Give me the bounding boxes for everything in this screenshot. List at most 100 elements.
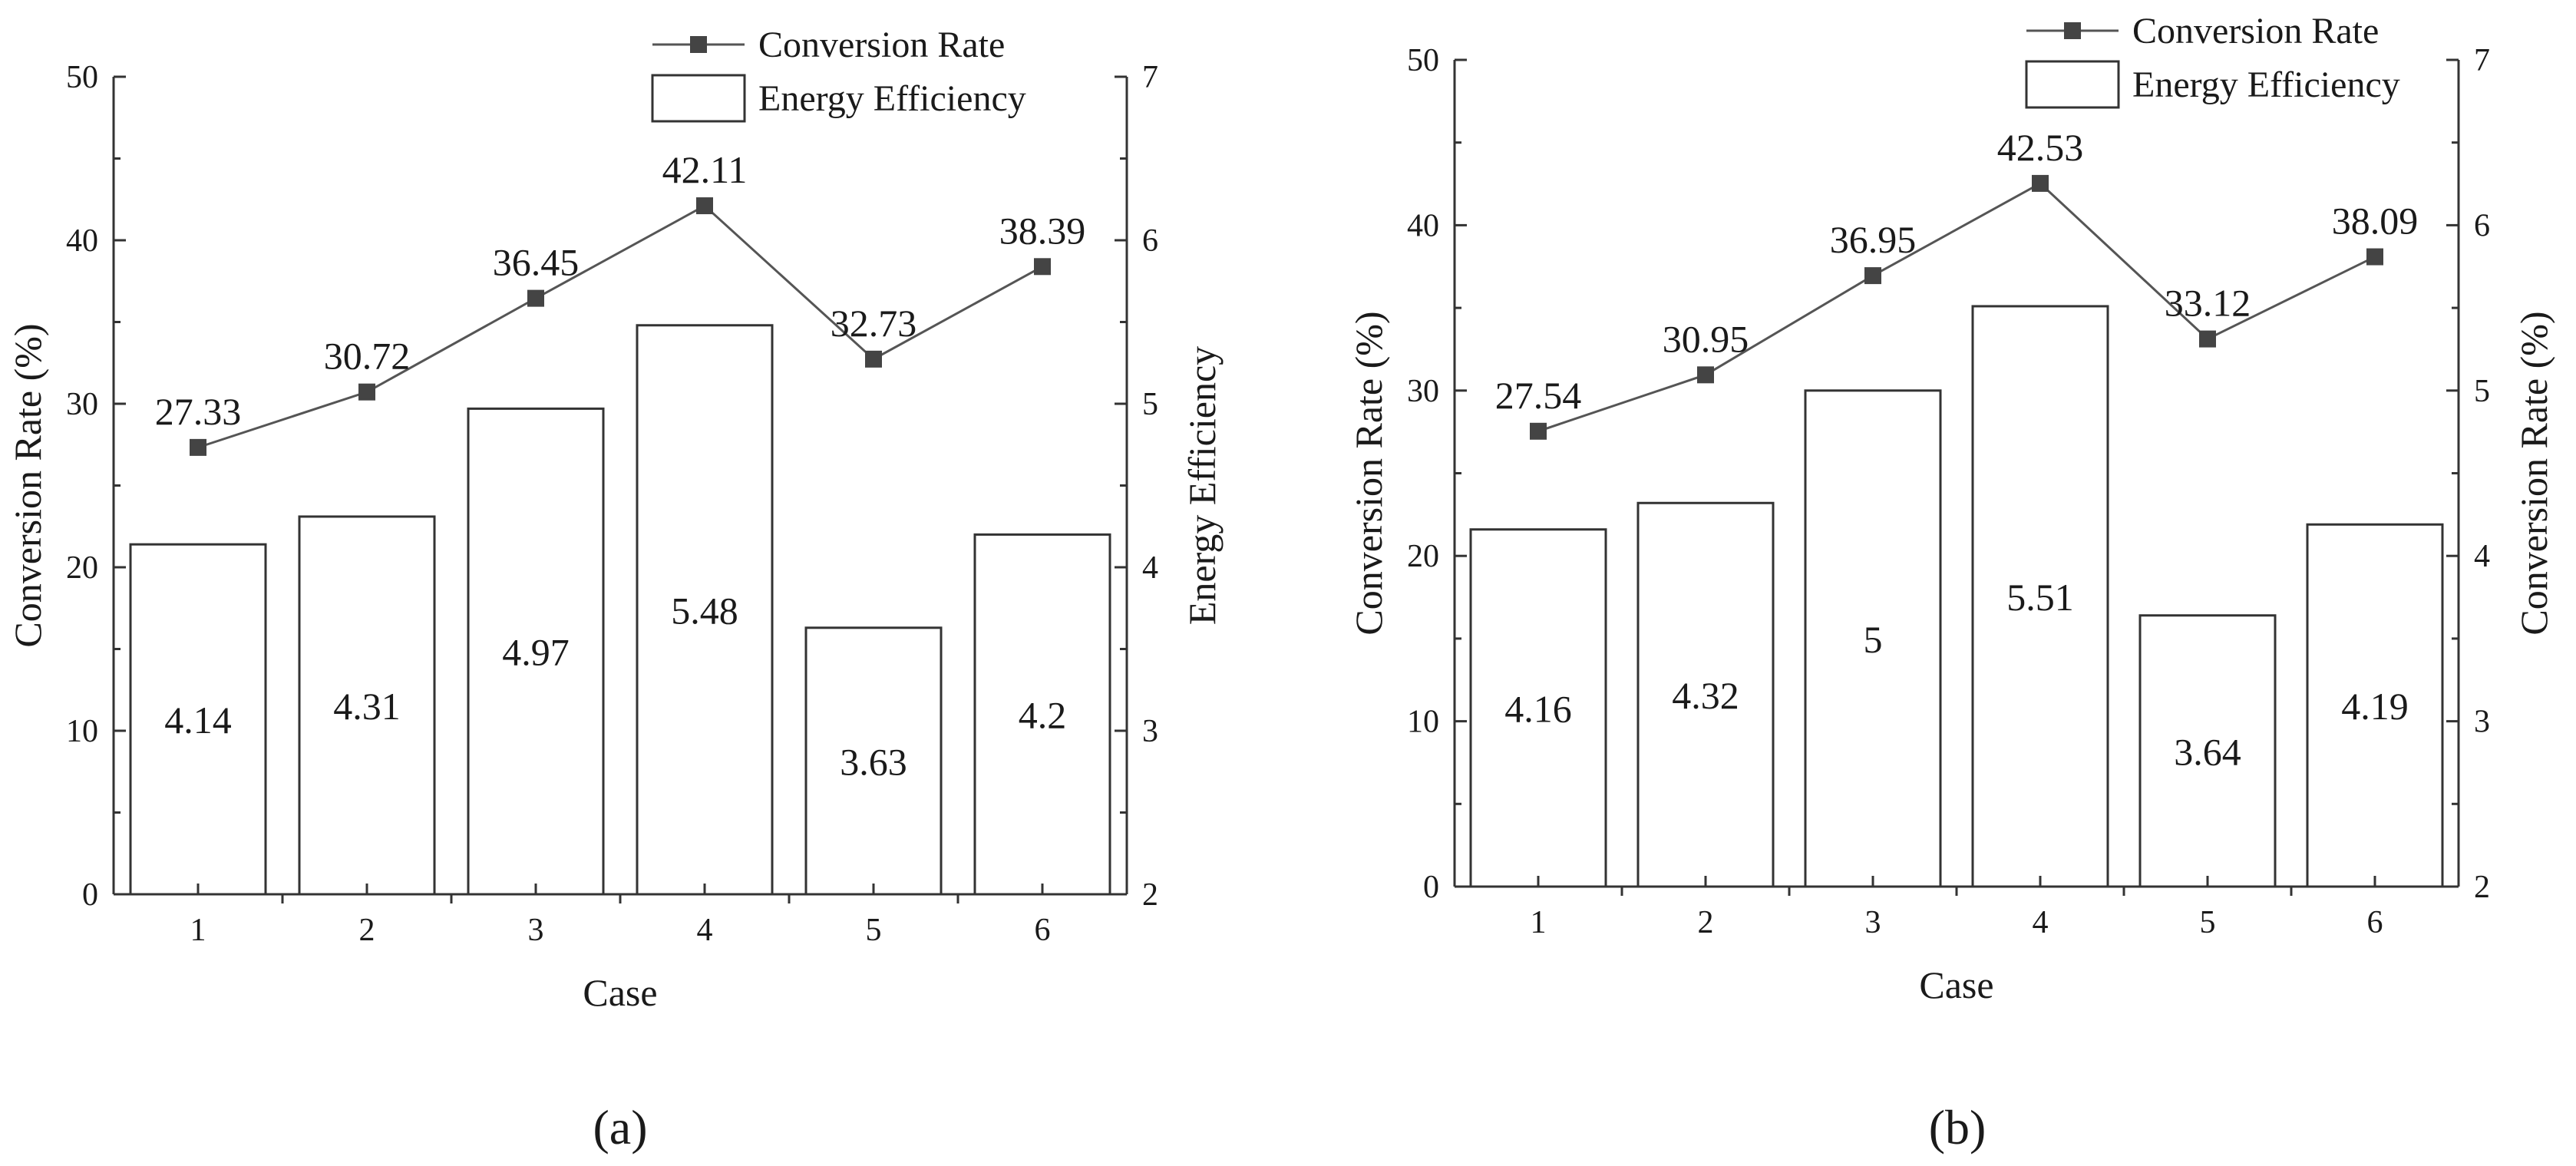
panel-b-line-marker-5 — [2199, 330, 2216, 348]
panel-b-line-label-4: 42.53 — [1997, 126, 2084, 169]
panel-b-left-tick-label-2: 20 — [1407, 539, 1439, 574]
panel-a-line-label-6: 38.39 — [999, 209, 1086, 252]
panel-a-legend-marker-swatch — [690, 36, 707, 53]
panel-a-line-label-1: 27.33 — [155, 390, 242, 433]
panel-b-bar-label-1: 4.16 — [1504, 687, 1572, 730]
panel-a-left-tick-label-2: 20 — [66, 550, 98, 586]
panel-a-bar-3 — [467, 407, 605, 896]
panel-a-line-marker-4 — [696, 197, 713, 215]
panel-a-legend-label-energy: Energy Efficiency — [758, 78, 1026, 119]
panel-a-left-tick-label-0: 0 — [82, 877, 98, 913]
panel-b-line-marker-6 — [2366, 248, 2383, 266]
panel-b-x-tick-label-1: 1 — [1531, 905, 1547, 940]
panel-a-bar-4 — [636, 324, 774, 896]
panel-b-line-label-2: 30.95 — [1663, 317, 1749, 360]
panel-a-chart: 4.14 4.31 4.97 5.48 3.63 4.2 0 10 20 30 40 50 2 3 4 5 6 7… — [6, 25, 1224, 1154]
panel-a-bar-2 — [298, 515, 436, 896]
panel-a-right-tick-label-4: 6 — [1142, 223, 1158, 259]
panel-a-right-tick-label-2: 4 — [1142, 550, 1158, 586]
panel-b-bar-label-4: 5.51 — [2006, 576, 2074, 619]
panel-a-right-tick-label-1: 3 — [1142, 714, 1158, 749]
panel-b-left-tick-label-1: 10 — [1407, 705, 1439, 740]
panel-b-left-tick-label-3: 30 — [1407, 374, 1439, 409]
panel-b-bar-label-2: 4.32 — [1672, 674, 1739, 717]
panel-b-line-marker-4 — [2032, 174, 2049, 192]
panel-b-line-label-5: 33.12 — [2165, 282, 2251, 325]
panel-a-bar-6 — [973, 533, 1111, 896]
panel-a-x-tick-label-6: 6 — [1035, 913, 1051, 948]
panel-b-legend-label-energy: Energy Efficiency — [2132, 64, 2400, 105]
panel-b-x-axis-title: Case — [1919, 963, 1993, 1006]
panel-b-bar-label-5: 3.64 — [2174, 730, 2241, 773]
panel-b-bar-2 — [1636, 501, 1775, 888]
panel-b-bar-5 — [2138, 614, 2277, 888]
panel-a-left-tick-label-4: 40 — [66, 223, 98, 259]
panel-a-bar-5 — [804, 626, 943, 896]
panel-b-right-tick-label-4: 6 — [2474, 208, 2490, 243]
panel-a-left-tick-label-5: 50 — [66, 60, 98, 95]
panel-a-x-tick-label-4: 4 — [697, 913, 713, 948]
panel-b-left-tick-label-5: 50 — [1407, 43, 1439, 78]
panel-a-right-tick-label-0: 2 — [1142, 877, 1158, 913]
panel-b-bar-4 — [1971, 305, 2109, 888]
panel-a-line-label-5: 32.73 — [831, 302, 917, 345]
panel-a-bar-label-6: 4.2 — [1019, 694, 1067, 737]
panel-a-bar-1 — [129, 543, 267, 896]
panel-b-x-tick-label-2: 2 — [1698, 905, 1714, 940]
panel-a-line-label-3: 36.45 — [493, 241, 580, 284]
panel-b-conversion-line — [1537, 182, 2376, 433]
panel-a-right-tick-label-5: 7 — [1142, 60, 1158, 95]
panel-b-legend-bar-swatch — [2025, 60, 2120, 109]
panel-a-legend: Conversion Rate Energy Efficiency — [651, 25, 1026, 123]
panel-a-bar-label-2: 4.31 — [333, 685, 401, 728]
panel-b-y-axis-title: Conversion Rate (%) — [1347, 311, 1390, 635]
panel-a-bar-label-5: 3.63 — [840, 740, 907, 783]
panel-b-right-tick-label-2: 4 — [2474, 539, 2490, 574]
panel-a-line-label-2: 30.72 — [324, 335, 411, 378]
panel-b-legend: Conversion Rate Energy Efficiency — [2025, 11, 2400, 109]
panel-a-x-axis-title: Case — [583, 971, 657, 1014]
panel-b-x-tick-label-5: 5 — [2200, 905, 2216, 940]
panel-b-right-tick-label-3: 5 — [2474, 374, 2490, 409]
panel-a-line-marker-3 — [527, 289, 544, 307]
panel-a-legend-label-conversion: Conversion Rate — [758, 25, 1005, 65]
panel-a-conversion-line — [197, 204, 1043, 449]
panel-b-bar-label-3: 5 — [1864, 618, 1883, 661]
panel-b-bar-6 — [2306, 523, 2444, 888]
panel-b-right-tick-label-1: 3 — [2474, 705, 2490, 740]
panel-b-x-tick-label-3: 3 — [1865, 905, 1881, 940]
panel-b-line-label-6: 38.09 — [2332, 200, 2419, 243]
panel-b-y2-axis-title: Conversion Rate (%) — [2512, 311, 2555, 635]
panel-b-line-label-1: 27.54 — [1495, 374, 1582, 417]
panel-b-right-tick-label-5: 7 — [2474, 43, 2490, 78]
panel-a-right-tick-label-3: 5 — [1142, 387, 1158, 422]
panel-b-line-marker-3 — [1864, 267, 1881, 285]
panel-a-x-tick-label-5: 5 — [866, 913, 882, 948]
panel-b-line-marker-1 — [1530, 422, 1547, 440]
panel-a-bar-label-3: 4.97 — [502, 631, 570, 674]
panel-a-line-marker-1 — [190, 438, 206, 456]
panel-b-line-label-3: 36.95 — [1830, 218, 1917, 261]
panel-b-left-tick-label-4: 40 — [1407, 208, 1439, 243]
panel-b-panel-label: (b) — [1929, 1100, 1986, 1154]
panel-a-y2-axis-title: Energy Efficiency — [1181, 346, 1224, 625]
panel-b-left-tick-label-0: 0 — [1423, 870, 1439, 905]
panel-a-x-tick-label-1: 1 — [190, 913, 206, 948]
panel-a-line-marker-6 — [1034, 258, 1051, 276]
panel-a-bar-label-4: 5.48 — [671, 589, 738, 632]
panel-b-right-tick-label-0: 2 — [2474, 870, 2490, 905]
panel-a-bar-label-1: 4.14 — [164, 699, 232, 742]
panel-b-legend-label-conversion: Conversion Rate — [2132, 11, 2379, 51]
panel-b-chart: 4.16 4.32 5 5.51 3.64 4.19 0 10 20 30 40 50 2 3 4 5 6 7 1 2… — [1347, 11, 2555, 1154]
panel-b-bar-label-6: 4.19 — [2341, 685, 2409, 728]
panel-a-line-label-4: 42.11 — [662, 148, 748, 191]
panel-a-legend-bar-swatch — [651, 74, 746, 123]
panel-a-panel-label: (a) — [593, 1100, 647, 1154]
panel-a-left-tick-label-3: 30 — [66, 387, 98, 422]
panel-a-y-axis-title: Conversion Rate (%) — [6, 323, 49, 647]
panel-a-left-tick-label-1: 10 — [66, 714, 98, 749]
panel-b-legend-marker-swatch — [2064, 22, 2081, 39]
panel-b-x-tick-label-6: 6 — [2367, 905, 2383, 940]
panel-a-line-marker-2 — [358, 383, 375, 401]
